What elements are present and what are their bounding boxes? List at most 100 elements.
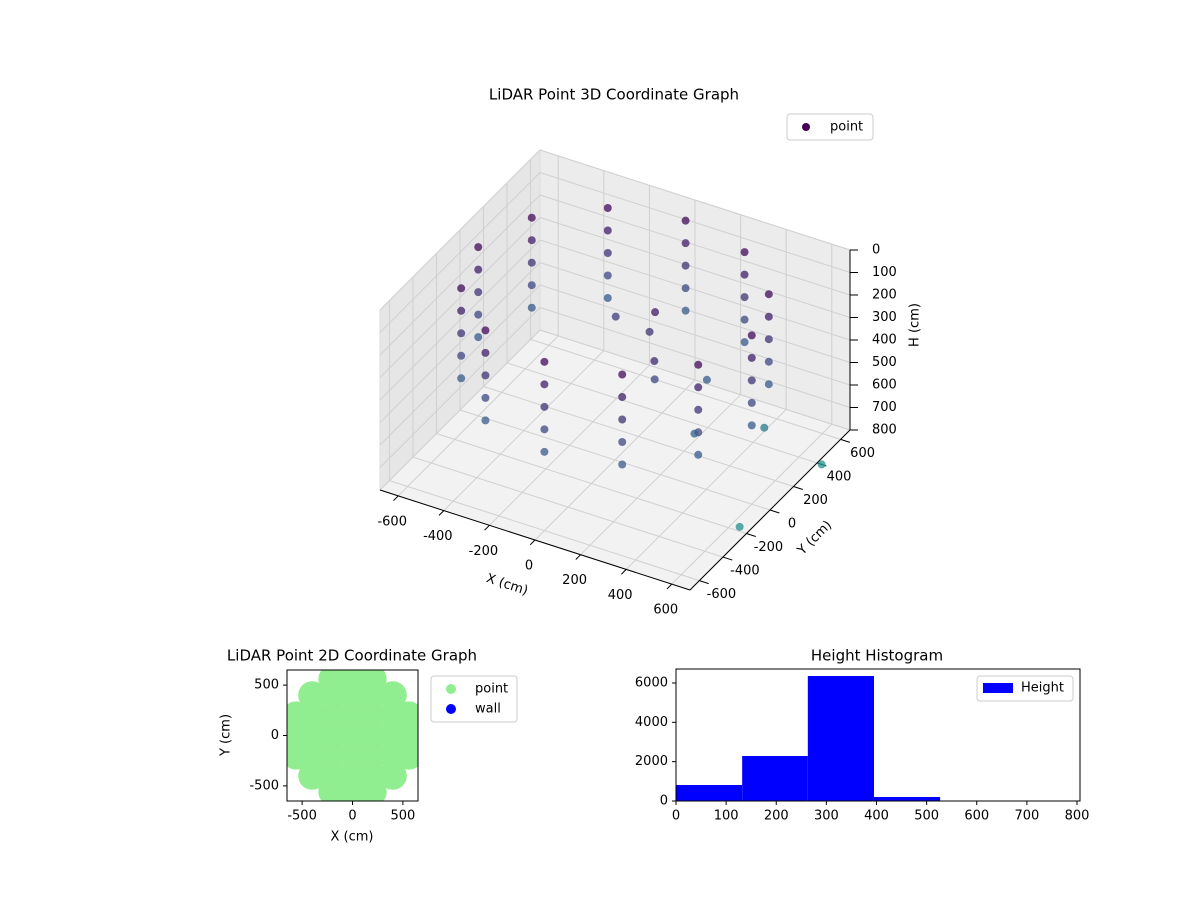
point	[765, 335, 773, 343]
legend-label: Height	[1021, 681, 1064, 696]
legend-marker	[983, 683, 1013, 693]
point	[651, 308, 659, 316]
tick-mark	[485, 525, 490, 530]
point	[604, 294, 612, 302]
point	[540, 448, 548, 456]
bar	[808, 676, 874, 801]
point	[282, 701, 310, 729]
x-tick-label: 600	[964, 809, 989, 824]
y-tick-label: 4000	[635, 715, 668, 730]
plot-area	[278, 661, 427, 810]
point	[604, 249, 612, 257]
point	[318, 778, 346, 806]
point	[528, 281, 536, 289]
x-tick-label: 200	[764, 809, 789, 824]
chart-title: LiDAR Point 3D Coordinate Graph	[489, 86, 739, 104]
point	[765, 313, 773, 321]
point	[612, 313, 620, 321]
point	[604, 227, 612, 235]
point	[474, 333, 482, 341]
y-tick-label: 6000	[635, 675, 668, 690]
z-tick-label: 0	[872, 243, 880, 258]
x-tick-label: 300	[814, 809, 839, 824]
x-tick-label: 0	[348, 809, 356, 824]
point	[359, 778, 387, 806]
x-tick-label: 400	[864, 809, 889, 824]
x-tick-label: 400	[608, 588, 633, 603]
legend: point	[787, 114, 873, 140]
y-tick-label: 0	[660, 794, 668, 809]
x-tick-label: -200	[469, 544, 499, 559]
point	[528, 236, 536, 244]
chart-title: LiDAR Point 2D Coordinate Graph	[227, 647, 477, 665]
y-tick-label: -600	[707, 587, 737, 602]
point	[528, 214, 536, 222]
z-tick-label: 600	[872, 378, 897, 393]
x-tick-label: -400	[423, 529, 453, 544]
point	[694, 383, 702, 391]
z-tick-label: 800	[872, 423, 897, 438]
point	[540, 380, 548, 388]
point	[457, 284, 465, 292]
point	[481, 394, 489, 402]
x-tick-label: 0	[672, 809, 680, 824]
point	[395, 701, 423, 729]
y-axis-label: Y (cm)	[219, 714, 234, 757]
point	[457, 329, 465, 337]
legend-marker	[446, 684, 456, 694]
point	[765, 290, 773, 298]
tick-mark	[576, 555, 581, 560]
tick-mark	[393, 496, 398, 501]
point	[474, 266, 482, 274]
z-tick-label: 200	[872, 288, 897, 303]
tick-mark	[841, 439, 850, 442]
x-tick-label: 800	[1065, 809, 1090, 824]
point	[481, 371, 489, 379]
legend-label: point	[830, 120, 863, 135]
point	[748, 399, 756, 407]
point	[765, 358, 773, 366]
tick-mark	[794, 486, 803, 489]
tick-mark	[746, 534, 755, 537]
point	[748, 331, 756, 339]
point	[540, 358, 548, 366]
point	[481, 349, 489, 357]
point	[682, 284, 690, 292]
y-tick-label: 2000	[635, 754, 668, 769]
tick-mark	[723, 557, 732, 560]
bar	[874, 797, 940, 801]
point	[618, 415, 626, 423]
y-tick-label: -200	[754, 540, 784, 555]
point	[694, 361, 702, 369]
tick-mark	[530, 540, 535, 545]
tick-mark	[621, 569, 626, 574]
point	[618, 460, 626, 468]
point	[703, 376, 711, 384]
x-tick-label: 500	[390, 809, 415, 824]
point	[481, 326, 489, 334]
z-tick-label: 300	[872, 310, 897, 325]
legend-marker	[802, 123, 810, 131]
x-axis-label: X (cm)	[331, 830, 374, 845]
point	[682, 262, 690, 270]
point	[748, 354, 756, 362]
point	[694, 451, 702, 459]
point	[682, 239, 690, 247]
point	[474, 288, 482, 296]
point	[481, 416, 489, 424]
point	[618, 393, 626, 401]
point	[474, 311, 482, 319]
point	[540, 403, 548, 411]
x-tick-label: 100	[714, 809, 739, 824]
point	[618, 438, 626, 446]
x-axis-label: X (cm)	[484, 571, 530, 599]
point	[651, 375, 659, 383]
tick-mark	[667, 584, 672, 589]
y-tick-label: 0	[788, 517, 796, 532]
y-tick-label: 600	[850, 446, 875, 461]
z-tick-label: 700	[872, 400, 897, 415]
point	[682, 217, 690, 225]
